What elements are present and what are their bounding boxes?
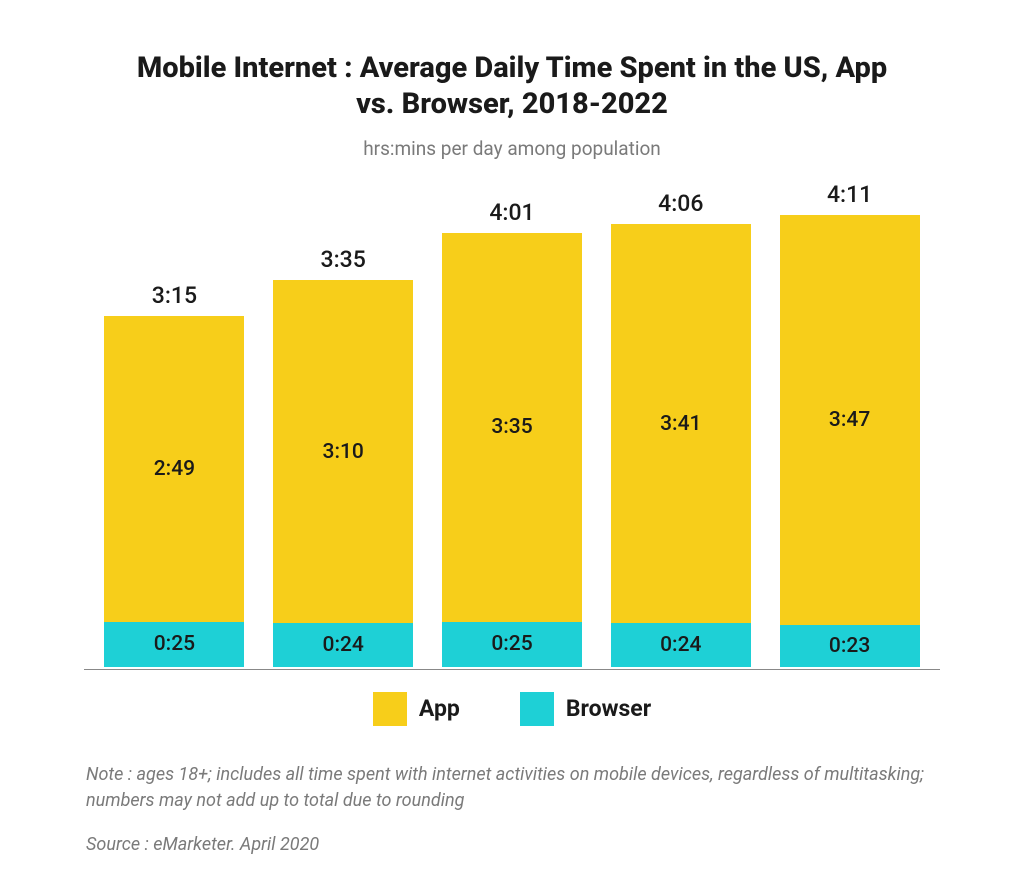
bar-browser-label: 0:23: [829, 634, 870, 658]
bar-total-label: 4:06: [611, 190, 751, 217]
bar-app-label: 3:35: [491, 415, 532, 439]
bar-segment-app: 2:49: [104, 316, 244, 622]
bar-segment-app: 3:35: [442, 233, 582, 622]
bar-group: 3:353:100:24: [273, 280, 413, 669]
bar-total-label: 4:01: [442, 199, 582, 226]
bar-group: 4:063:410:24: [611, 224, 751, 669]
bar-browser-label: 0:25: [154, 632, 195, 656]
chart-source: Source : eMarketer. April 2020: [86, 834, 938, 855]
legend-swatch-app: [373, 692, 407, 726]
bar-segment-browser: 0:25: [104, 622, 244, 667]
bar-app-label: 3:41: [660, 412, 701, 436]
bar-group: 3:152:490:25: [104, 316, 244, 669]
bar-browser-label: 0:24: [323, 633, 364, 657]
bar-segment-browser: 0:23: [780, 625, 920, 667]
bar-app-label: 3:47: [829, 408, 870, 432]
chart-container: Mobile Internet : Average Daily Time Spe…: [0, 0, 1024, 895]
bar-segment-app: 3:47: [780, 215, 920, 625]
bar-segment-app: 3:41: [611, 224, 751, 624]
legend-label-app: App: [419, 695, 460, 722]
legend-swatch-browser: [520, 692, 554, 726]
bar-segment-browser: 0:24: [273, 623, 413, 666]
chart-title: Mobile Internet : Average Daily Time Spe…: [132, 50, 892, 123]
bar-browser-label: 0:25: [491, 632, 532, 656]
legend-label-browser: Browser: [566, 695, 651, 722]
bar-group: 4:013:350:25: [442, 233, 582, 669]
bar-segment-app: 3:10: [273, 280, 413, 623]
legend: App Browser: [80, 692, 944, 726]
chart-note: Note : ages 18+; includes all time spent…: [86, 762, 938, 814]
bar-total-label: 3:35: [273, 246, 413, 273]
bar-group: 4:113:470:23: [780, 215, 920, 669]
bar-total-label: 3:15: [104, 282, 244, 309]
bar-app-label: 3:10: [323, 440, 364, 464]
bar-app-label: 2:49: [154, 457, 195, 481]
bar-browser-label: 0:24: [660, 633, 701, 657]
bar-segment-browser: 0:24: [611, 623, 751, 666]
legend-item-browser: Browser: [520, 692, 651, 726]
stacked-bar-chart: 3:152:490:253:353:100:244:013:350:254:06…: [84, 200, 940, 670]
bar-total-label: 4:11: [780, 181, 920, 208]
chart-subtitle: hrs:mins per day among population: [80, 137, 944, 160]
bar-segment-browser: 0:25: [442, 622, 582, 667]
legend-item-app: App: [373, 692, 460, 726]
